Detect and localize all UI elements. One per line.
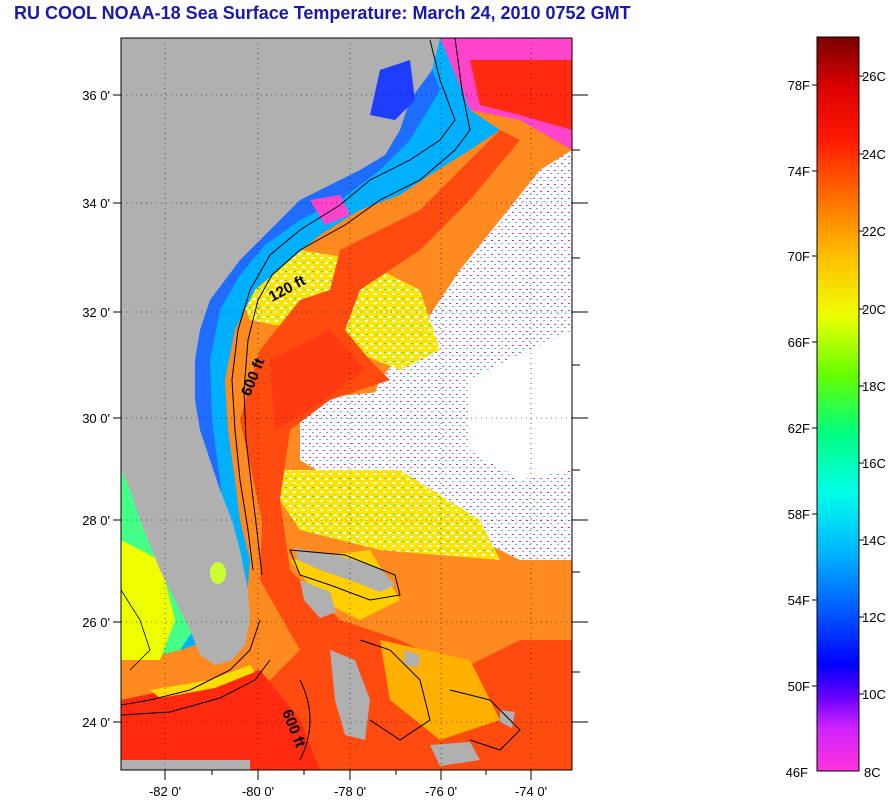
lat-label-30: 30 0': [82, 411, 110, 426]
cbar-f-58: 58F: [788, 507, 810, 522]
cbar-c-16: 16C: [862, 456, 886, 471]
map-title: RU COOL NOAA-18 Sea Surface Temperature:…: [14, 3, 631, 23]
cbar-f-62: 62F: [788, 421, 810, 436]
cbar-c-24: 24C: [862, 147, 886, 162]
cbar-f-78: 78F: [788, 78, 810, 93]
map-panel: 120 ft 600 ft 600 ft: [82, 37, 588, 799]
lat-label-34: 34 0': [82, 196, 110, 211]
cbar-f-54: 54F: [788, 593, 810, 608]
cbar-c-8: 8C: [864, 765, 881, 780]
lon-label-74: -74 0': [515, 784, 547, 799]
cbar-c-22: 22C: [862, 224, 886, 239]
lon-label-82: -82 0': [149, 784, 181, 799]
map-border: [120, 37, 573, 771]
color-bar-gradient: [816, 36, 860, 772]
color-bar-ticks: [812, 75, 864, 695]
cbar-f-50: 50F: [788, 679, 810, 694]
axis-ticks: [113, 94, 588, 780]
cbar-c-12: 12C: [862, 610, 886, 625]
lat-label-32: 32 0': [82, 305, 110, 320]
lat-label-24: 24 0': [82, 715, 110, 730]
lon-label-76: -76 0': [425, 784, 457, 799]
cbar-c-18: 18C: [862, 379, 886, 394]
cbar-f-66: 66F: [788, 335, 810, 350]
cbar-c-20: 20C: [862, 302, 886, 317]
cbar-f-70: 70F: [788, 249, 810, 264]
lat-label-36: 36 0': [82, 88, 110, 103]
cbar-c-10: 10C: [862, 687, 886, 702]
lon-label-80: -80 0': [242, 784, 274, 799]
cbar-f-46: 46F: [786, 765, 808, 780]
lat-label-26: 26 0': [82, 615, 110, 630]
lon-label-78: -78 0': [334, 784, 366, 799]
lat-label-28: 28 0': [82, 513, 110, 528]
color-bar: 78F 74F 70F 66F 62F 58F 54F 50F 46F 26C …: [786, 36, 886, 780]
cbar-c-14: 14C: [862, 533, 886, 548]
cbar-f-74: 74F: [788, 164, 810, 179]
cbar-c-26: 26C: [862, 69, 886, 84]
